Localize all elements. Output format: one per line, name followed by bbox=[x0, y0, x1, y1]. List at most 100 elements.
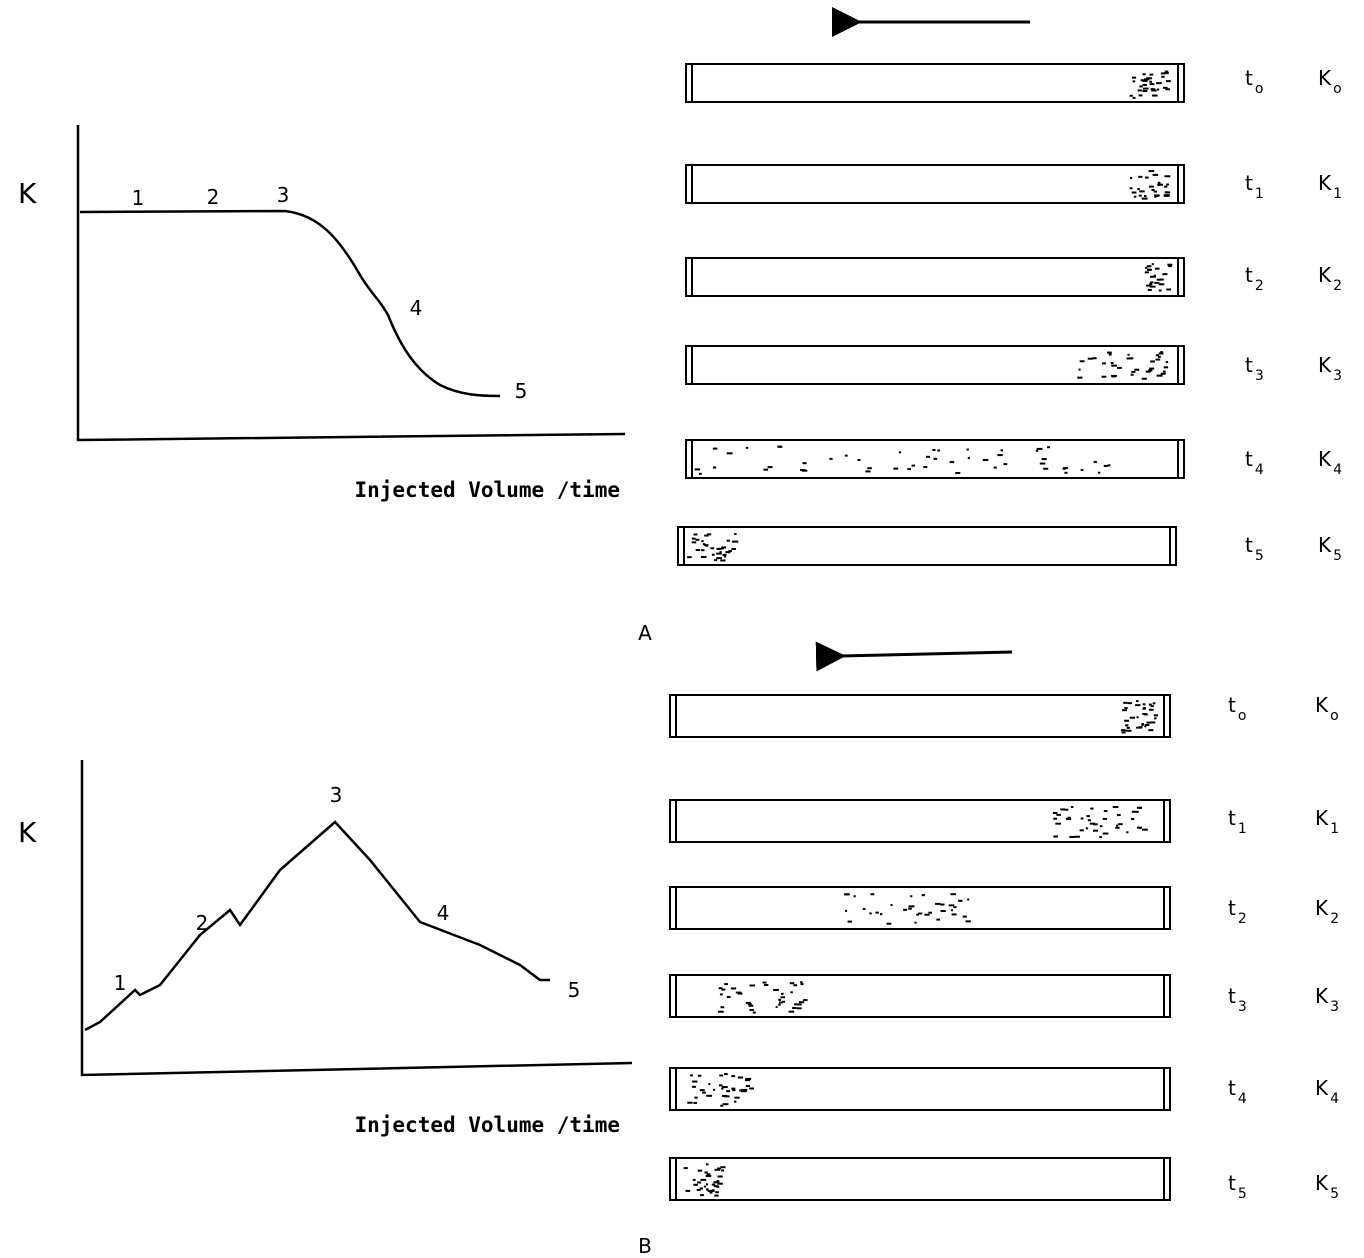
particle bbox=[724, 1095, 729, 1097]
particle bbox=[1155, 268, 1160, 270]
particle bbox=[950, 461, 955, 463]
particle bbox=[1132, 811, 1135, 813]
tube-label: Ko bbox=[1318, 66, 1342, 97]
particle bbox=[1144, 195, 1146, 197]
particle bbox=[768, 466, 773, 468]
particle bbox=[1111, 365, 1117, 367]
particle bbox=[720, 1166, 725, 1168]
particle bbox=[891, 904, 893, 906]
label-sub: 1 bbox=[1333, 186, 1342, 202]
particle bbox=[731, 987, 736, 989]
particle bbox=[1157, 375, 1163, 377]
particle bbox=[1135, 811, 1139, 813]
particle bbox=[708, 1190, 711, 1192]
particle bbox=[1148, 265, 1151, 267]
label-base: K bbox=[1315, 806, 1329, 830]
particle bbox=[907, 468, 911, 470]
column-tube bbox=[670, 887, 1170, 929]
particle bbox=[777, 446, 781, 448]
particle bbox=[1081, 469, 1084, 471]
label-sub: 5 bbox=[1330, 1186, 1339, 1202]
particle bbox=[721, 1169, 724, 1171]
particle bbox=[1104, 810, 1108, 812]
particle bbox=[690, 1074, 693, 1076]
label-sub: 4 bbox=[1330, 1091, 1339, 1107]
particle bbox=[696, 549, 700, 551]
label-base: t bbox=[1245, 447, 1253, 471]
particle bbox=[700, 1089, 705, 1091]
label-base: t bbox=[1228, 984, 1236, 1008]
point-label: 1 bbox=[114, 971, 127, 995]
label-sub: 3 bbox=[1238, 999, 1247, 1015]
particle bbox=[1150, 286, 1156, 288]
point-label: 5 bbox=[568, 978, 581, 1002]
particle bbox=[1134, 369, 1139, 371]
tube-label: K2 bbox=[1318, 263, 1342, 294]
particle bbox=[764, 984, 768, 986]
particle bbox=[967, 449, 969, 451]
particle bbox=[797, 1003, 802, 1005]
label-sub: o bbox=[1330, 708, 1339, 724]
particle bbox=[698, 1170, 702, 1172]
particle bbox=[692, 1086, 696, 1088]
particle bbox=[710, 1190, 715, 1192]
particle bbox=[899, 451, 901, 453]
particle bbox=[1146, 77, 1152, 79]
particle bbox=[716, 557, 722, 559]
particle bbox=[738, 1077, 743, 1079]
particle bbox=[1154, 282, 1159, 284]
particle bbox=[720, 1105, 723, 1107]
particle bbox=[719, 1075, 723, 1077]
particle bbox=[1151, 89, 1157, 91]
particle bbox=[1036, 450, 1038, 452]
label-base: K bbox=[1318, 263, 1332, 287]
figure: K12345Injected Volume /timeAtoKot1K1t2K2… bbox=[0, 0, 1364, 1258]
particle bbox=[1088, 358, 1093, 360]
particle bbox=[1103, 833, 1109, 835]
particle bbox=[718, 1176, 723, 1178]
particle bbox=[706, 1163, 709, 1165]
particle bbox=[720, 559, 725, 561]
particle bbox=[1088, 819, 1091, 821]
particle bbox=[845, 893, 850, 895]
particle bbox=[696, 539, 700, 541]
particle bbox=[727, 996, 731, 998]
particle bbox=[1145, 177, 1149, 179]
particle bbox=[706, 1175, 712, 1177]
particle bbox=[1065, 809, 1069, 811]
particle bbox=[953, 906, 956, 908]
particle bbox=[963, 916, 967, 918]
label-base: t bbox=[1245, 171, 1253, 195]
particle bbox=[722, 546, 726, 548]
particle bbox=[875, 912, 878, 914]
particle bbox=[715, 1191, 719, 1193]
particle bbox=[724, 556, 726, 558]
label-sub: 1 bbox=[1255, 186, 1264, 202]
tube-label: K4 bbox=[1318, 447, 1342, 478]
particle bbox=[704, 544, 709, 546]
particle bbox=[1162, 273, 1167, 275]
particle bbox=[967, 898, 969, 900]
label-sub: 4 bbox=[1333, 462, 1342, 478]
particle bbox=[693, 1184, 697, 1186]
y-axis-label: K bbox=[18, 177, 37, 210]
particle bbox=[1093, 830, 1098, 832]
tube-label: to bbox=[1245, 66, 1263, 97]
particle bbox=[713, 448, 718, 450]
particle bbox=[1040, 463, 1045, 465]
particle bbox=[940, 904, 944, 906]
particle bbox=[1047, 446, 1050, 448]
particle bbox=[700, 1194, 704, 1196]
point-label: 1 bbox=[132, 186, 145, 210]
label-sub: 5 bbox=[1333, 548, 1342, 564]
particle bbox=[926, 456, 930, 458]
particle bbox=[951, 893, 956, 895]
tube-label: K3 bbox=[1315, 984, 1339, 1015]
particle bbox=[1098, 472, 1100, 474]
particle bbox=[854, 895, 856, 897]
point-label: 3 bbox=[330, 783, 343, 807]
particle bbox=[698, 1075, 702, 1077]
particle bbox=[1117, 814, 1121, 816]
